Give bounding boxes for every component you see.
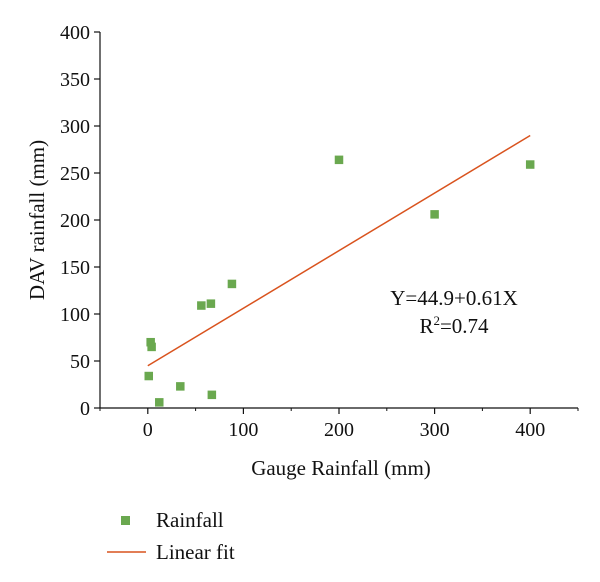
- y-axis-title: DAV rainfall (mm): [25, 140, 49, 300]
- fit-line-layer: [147, 134, 531, 367]
- y-tick-label: 250: [60, 163, 90, 185]
- y-ticks: 0 50 100 150 200 250 300 350 400: [60, 22, 100, 420]
- x-tick-label: 200: [324, 419, 354, 441]
- y-tick-label: 350: [60, 69, 90, 91]
- r-squared-superscript: 2: [433, 313, 440, 328]
- legend-label-rainfall: Rainfall: [156, 508, 224, 532]
- y-tick-label: 400: [60, 22, 90, 44]
- y-tick-label: 300: [60, 116, 90, 138]
- data-point: [176, 382, 185, 391]
- x-ticks: 0 100 200 300 400: [99, 408, 579, 441]
- y-tick-label: 0: [80, 398, 90, 420]
- y-tick-label: 100: [60, 304, 90, 326]
- x-tick-label: 100: [228, 419, 258, 441]
- data-point: [144, 371, 154, 381]
- x-axis-title: Gauge Rainfall (mm): [251, 456, 431, 480]
- data-point: [227, 279, 237, 289]
- data-point: [430, 210, 439, 219]
- y-tick-label: 50: [70, 351, 90, 373]
- data-point: [146, 337, 155, 347]
- legend-label-linear-fit: Linear fit: [156, 540, 235, 564]
- x-tick-label: 300: [420, 419, 450, 441]
- linear-fit-line: [147, 134, 531, 367]
- y-tick-label: 150: [60, 257, 90, 279]
- points-layer: [144, 155, 535, 407]
- data-point: [147, 342, 156, 352]
- r-squared-prefix: R: [419, 314, 433, 338]
- equation-annotation: Y=44.9+0.61X: [390, 286, 518, 310]
- data-point: [197, 301, 206, 310]
- data-point: [155, 398, 164, 407]
- data-point: [207, 390, 217, 400]
- legend-marker-rainfall: [121, 516, 130, 525]
- data-point: [334, 155, 344, 165]
- r-squared-annotation: R2=0.74: [419, 313, 489, 338]
- data-point: [525, 160, 535, 169]
- x-tick-label: 0: [143, 419, 153, 441]
- data-point: [206, 299, 216, 308]
- x-tick-label: 400: [515, 419, 545, 441]
- legend: Rainfall Linear fit: [107, 508, 235, 564]
- y-tick-label: 200: [60, 210, 90, 232]
- r-squared-suffix: =0.74: [440, 314, 489, 338]
